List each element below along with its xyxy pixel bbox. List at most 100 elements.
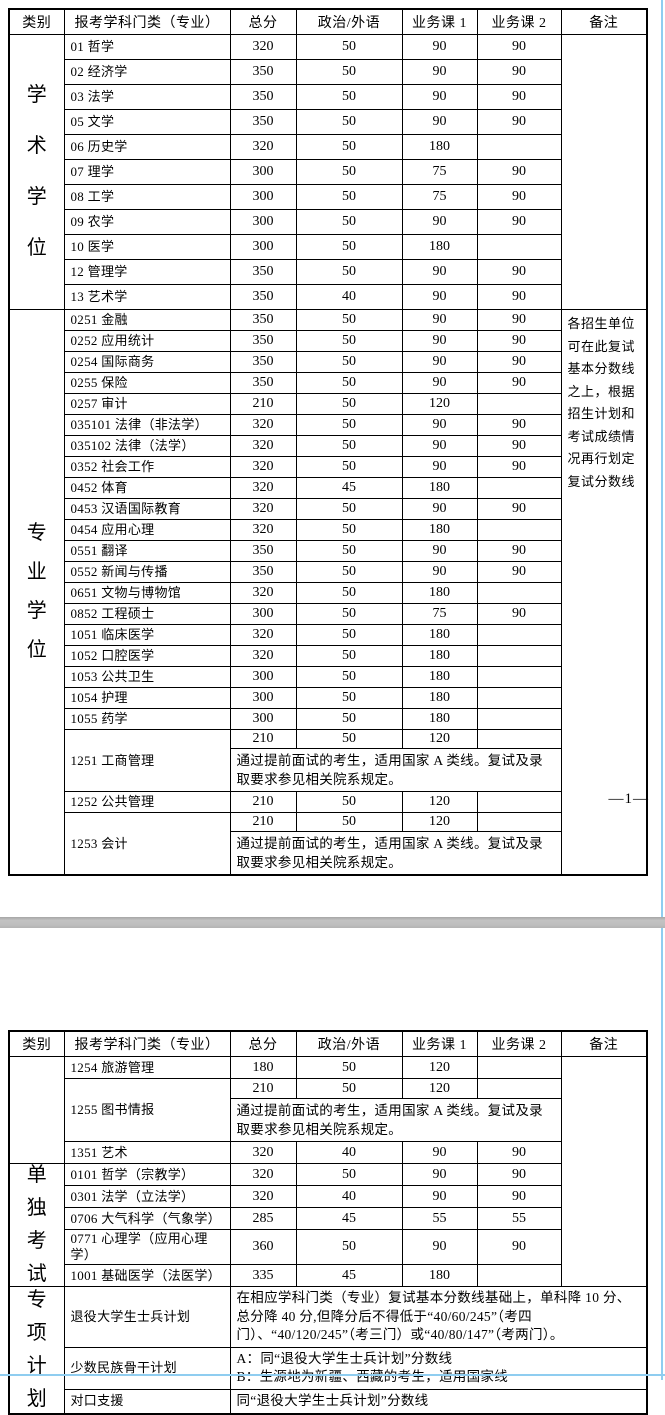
score-cell: 90 [401, 414, 478, 436]
remark-cell [560, 1056, 648, 1287]
score-cell: 90 [476, 330, 562, 352]
score-cell: 90 [401, 498, 478, 520]
score-cell: 120 [401, 1078, 478, 1099]
score-cell: 180 [401, 234, 478, 260]
note-cell: 通过提前面试的考生，适用国家 A 类线。复试及录取要求参见相关院系规定。 [229, 831, 562, 876]
subject-cell: 1254 旅游管理 [63, 1056, 231, 1079]
score-cell: 180 [229, 1056, 297, 1079]
column-header: 业务课 1 [401, 1030, 478, 1057]
score-table-page2: 类别 报考学科门类（专业） 总分 政治/外语 业务课 1 业务课 2 备注 1254 旅游管理… [8, 1030, 648, 1415]
subject-cell: 0352 社会工作 [63, 456, 231, 478]
note-cell: 在相应学科门类（专业）复试基本分数线基础上，单科降 10 分、总分降 40 分,… [229, 1286, 648, 1348]
subject-cell: 13 艺术学 [63, 284, 231, 310]
score-cell: 50 [295, 351, 403, 373]
score-cell: 50 [295, 259, 403, 285]
category-cell: 学术学位 [8, 34, 65, 310]
score-cell: 90 [476, 34, 562, 60]
score-cell: 50 [295, 372, 403, 394]
table-row: 1254 旅游管理 180 50 120 [8, 1056, 648, 1287]
table-row: 0552 新闻与传播 350 50 90 90 [9, 561, 647, 583]
remark-cell: 各招生单位可在此复试基本分数线之上，根据招生计划和考试成绩情况再行划定复试分数线 [560, 309, 648, 876]
table-row: 1054 护理 300 50 180 [9, 687, 647, 709]
subject-cell: 对口支援 [63, 1388, 231, 1414]
score-cell [476, 624, 562, 646]
score-cell: 300 [229, 184, 297, 210]
score-cell: 90 [401, 435, 478, 457]
subject-cell: 01 哲学 [63, 34, 231, 60]
score-cell: 180 [401, 645, 478, 667]
score-cell: 180 [401, 1264, 478, 1287]
score-cell: 50 [295, 561, 403, 583]
table-row: 1251 工商管理 210 50 120 [9, 729, 647, 792]
note-cell: 通过提前面试的考生，适用国家 A 类线。复试及录取要求参见相关院系规定。 [229, 1098, 562, 1142]
score-cell: 90 [401, 1163, 478, 1186]
score-cell: 50 [295, 519, 403, 541]
score-cell: 55 [401, 1207, 478, 1230]
score-cell [476, 477, 562, 499]
score-cell [476, 519, 562, 541]
table-row: 1351 艺术 320 40 90 90 [9, 1141, 647, 1164]
score-cell: 320 [229, 435, 297, 457]
subject-cell: 1052 口腔医学 [63, 645, 231, 667]
score-cell: 50 [295, 1078, 403, 1099]
table-row: 1001 基础医学（法医学） 335 45 180 [9, 1264, 647, 1287]
column-header: 政治/外语 [295, 8, 403, 35]
score-cell: 320 [229, 582, 297, 604]
table-row: 0255 保险 350 50 90 90 [9, 372, 647, 394]
score-cell: 50 [295, 729, 403, 749]
subject-cell: 少数民族骨干计划 [63, 1346, 231, 1390]
score-cell: 360 [229, 1229, 297, 1265]
column-header: 备注 [560, 1030, 648, 1057]
score-cell [476, 134, 562, 160]
score-cell [476, 1264, 562, 1287]
score-cell: 320 [229, 456, 297, 478]
score-cell: 210 [229, 1078, 297, 1099]
note-cell: 通过提前面试的考生，适用国家 A 类线。复试及录取要求参见相关院系规定。 [229, 748, 562, 792]
column-header: 业务课 2 [476, 8, 562, 35]
score-cell: 320 [229, 1163, 297, 1186]
subject-cell: 03 法学 [63, 84, 231, 110]
score-cell: 90 [401, 351, 478, 373]
score-cell [476, 1078, 562, 1099]
score-cell: 90 [476, 351, 562, 373]
table-row: 06 历史学 320 50 180 [9, 134, 647, 160]
score-cell: 320 [229, 134, 297, 160]
score-cell: 90 [476, 109, 562, 135]
table-row: 1255 图书情报 210 50 120 [9, 1078, 647, 1142]
score-table-page1: 类别 报考学科门类（专业） 总分 政治/外语 业务课 1 业务课 2 备注学术学位 01 哲学… [8, 8, 648, 876]
table-row: 0452 体育 320 45 180 [9, 477, 647, 499]
score-cell [476, 393, 562, 415]
table-row: 12 管理学 350 50 90 90 [9, 259, 647, 285]
subject-cell: 1253 会计 [63, 812, 231, 876]
score-cell: 50 [295, 414, 403, 436]
category-label: 学术学位 [26, 84, 47, 259]
score-cell: 90 [476, 59, 562, 85]
score-table-page1-container: 类别 报考学科门类（专业） 总分 政治/外语 业务课 1 业务课 2 备注学术学位 01 哲学… [8, 8, 648, 876]
score-cell: 50 [295, 309, 403, 331]
score-cell: 350 [229, 309, 297, 331]
category-cell [8, 1056, 65, 1164]
table-row: 0852 工程硕士 300 50 75 90 [9, 603, 647, 625]
score-cell: 90 [476, 1141, 562, 1164]
score-cell: 50 [295, 134, 403, 160]
subject-cell: 0551 翻译 [63, 540, 231, 562]
subject-cell: 0771 心理学（应用心理学） [63, 1229, 231, 1265]
score-cell: 90 [476, 1229, 562, 1265]
table-row: 0301 法学（立法学） 320 40 90 90 [9, 1185, 647, 1208]
score-cell: 300 [229, 708, 297, 730]
column-header: 业务课 1 [401, 8, 478, 35]
score-cell: 90 [401, 561, 478, 583]
table-row: 0771 心理学（应用心理学） 360 50 90 90 [9, 1229, 647, 1265]
column-header: 备注 [560, 8, 648, 35]
score-cell: 90 [401, 330, 478, 352]
subject-cell: 0301 法学（立法学） [63, 1185, 231, 1208]
score-cell [476, 645, 562, 667]
table-row-note: 通过提前面试的考生，适用国家 A 类线。复试及录取要求参见相关院系规定。 [9, 1098, 647, 1142]
table-row: 0706 大气科学（气象学） 285 45 55 55 [9, 1207, 647, 1230]
score-cell: 45 [295, 1264, 403, 1287]
score-cell: 90 [476, 84, 562, 110]
subject-cell: 035101 法律（非法学） [63, 414, 231, 436]
column-header: 业务课 2 [476, 1030, 562, 1057]
score-cell: 90 [401, 109, 478, 135]
table-row: 0257 审计 210 50 120 [9, 393, 647, 415]
